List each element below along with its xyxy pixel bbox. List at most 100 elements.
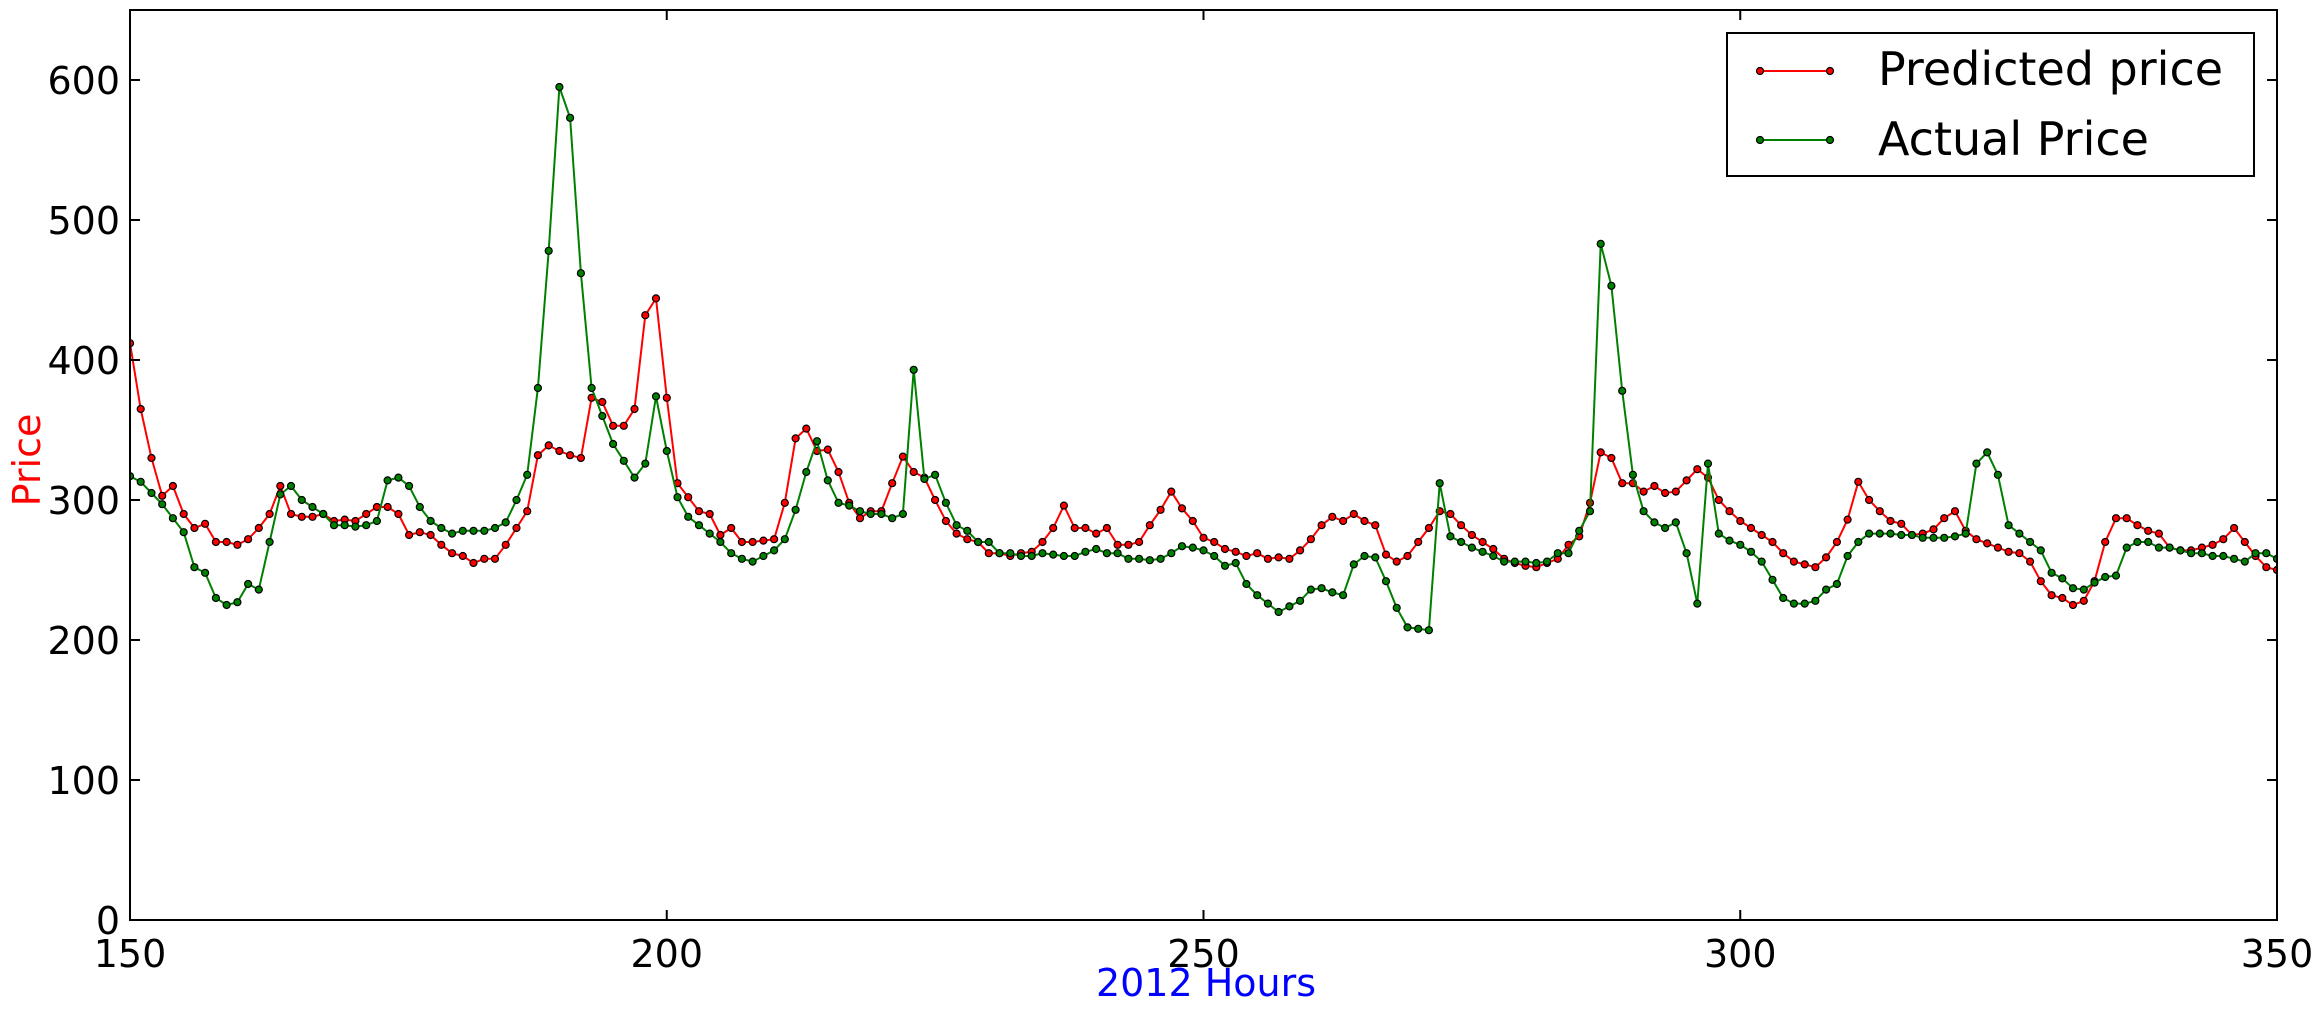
point-actual-price-300 bbox=[1736, 540, 1745, 549]
point-actual-price-320 bbox=[1950, 532, 1960, 541]
point-actual-price-248 bbox=[1177, 542, 1187, 551]
point-actual-price-213 bbox=[802, 467, 811, 477]
point-predicted-price-183 bbox=[480, 554, 489, 563]
point-predicted-price-310 bbox=[1843, 515, 1852, 524]
point-predicted-price-175 bbox=[394, 509, 403, 519]
point-predicted-price-251 bbox=[1210, 537, 1219, 547]
point-actual-price-334 bbox=[2101, 572, 2110, 582]
point-predicted-price-186 bbox=[512, 523, 521, 533]
point-actual-price-302 bbox=[1757, 557, 1766, 566]
point-actual-price-308 bbox=[1821, 585, 1831, 594]
point-actual-price-318 bbox=[1929, 533, 1938, 542]
point-actual-price-193 bbox=[587, 383, 596, 393]
point-predicted-price-354 bbox=[2316, 595, 2322, 602]
point-actual-price-297 bbox=[1703, 459, 1713, 468]
point-predicted-price-199 bbox=[651, 294, 661, 303]
point-predicted-price-236 bbox=[1049, 523, 1058, 533]
point-predicted-price-195 bbox=[608, 421, 618, 430]
point-predicted-price-166 bbox=[297, 512, 306, 521]
legend-marker-actual-end bbox=[1825, 135, 1835, 145]
point-actual-price-170 bbox=[340, 521, 349, 530]
point-actual-price-267 bbox=[1381, 577, 1391, 586]
point-predicted-price-177 bbox=[415, 528, 424, 537]
point-predicted-price-174 bbox=[383, 502, 392, 512]
point-predicted-price-189 bbox=[544, 441, 553, 450]
point-predicted-price-212 bbox=[791, 434, 800, 443]
point-actual-price-249 bbox=[1188, 543, 1197, 552]
point-predicted-price-252 bbox=[1220, 544, 1230, 554]
point-actual-price-294 bbox=[1671, 518, 1680, 527]
point-actual-price-348 bbox=[2251, 549, 2260, 558]
point-actual-price-241 bbox=[1102, 549, 1112, 558]
point-actual-price-258 bbox=[1285, 602, 1294, 611]
point-predicted-price-253 bbox=[1231, 547, 1240, 556]
point-actual-price-328 bbox=[2036, 546, 2045, 555]
point-actual-price-227 bbox=[952, 521, 961, 530]
point-actual-price-337 bbox=[2133, 537, 2142, 547]
point-predicted-price-237 bbox=[1059, 501, 1069, 510]
point-actual-price-174 bbox=[383, 476, 392, 485]
point-predicted-price-306 bbox=[1800, 560, 1809, 569]
point-actual-price-342 bbox=[2187, 549, 2196, 558]
point-predicted-price-261 bbox=[1317, 521, 1326, 530]
point-predicted-price-155 bbox=[179, 509, 188, 519]
point-actual-price-259 bbox=[1295, 596, 1305, 605]
point-predicted-price-225 bbox=[930, 495, 940, 505]
point-predicted-price-295 bbox=[1682, 476, 1691, 485]
point-actual-price-251 bbox=[1210, 551, 1219, 561]
point-predicted-price-258 bbox=[1285, 554, 1294, 563]
point-actual-price-194 bbox=[598, 411, 607, 421]
point-predicted-price-296 bbox=[1693, 465, 1702, 474]
point-predicted-price-298 bbox=[1714, 495, 1723, 505]
point-actual-price-319 bbox=[1940, 533, 1949, 542]
point-actual-price-309 bbox=[1832, 579, 1842, 589]
point-actual-price-352 bbox=[2295, 569, 2302, 576]
point-predicted-price-218 bbox=[855, 514, 865, 523]
point-actual-price-206 bbox=[727, 549, 736, 558]
point-actual-price-273 bbox=[1446, 532, 1455, 541]
point-actual-price-155 bbox=[179, 528, 188, 537]
point-actual-price-264 bbox=[1349, 560, 1358, 569]
point-predicted-price-329 bbox=[2047, 591, 2056, 600]
point-actual-price-314 bbox=[1886, 529, 1895, 538]
point-predicted-price-319 bbox=[1940, 514, 1949, 523]
point-predicted-price-346 bbox=[2230, 523, 2239, 533]
point-actual-price-280 bbox=[1521, 557, 1530, 566]
point-actual-price-321 bbox=[1961, 529, 1970, 538]
point-predicted-price-263 bbox=[1338, 516, 1348, 526]
y-tick-label-300: 300 bbox=[47, 479, 120, 523]
point-predicted-price-331 bbox=[2068, 600, 2078, 610]
point-actual-price-178 bbox=[426, 516, 435, 526]
point-predicted-price-204 bbox=[705, 509, 714, 519]
point-predicted-price-213 bbox=[802, 424, 811, 433]
legend-label-actual: Actual Price bbox=[1878, 112, 2149, 166]
point-predicted-price-327 bbox=[2025, 557, 2035, 566]
point-actual-price-221 bbox=[888, 514, 897, 523]
point-actual-price-326 bbox=[2015, 529, 2024, 538]
point-actual-price-304 bbox=[1779, 593, 1788, 603]
point-actual-price-186 bbox=[512, 495, 521, 505]
point-actual-price-346 bbox=[2230, 554, 2239, 563]
point-predicted-price-291 bbox=[1639, 487, 1648, 496]
point-actual-price-323 bbox=[1983, 448, 1992, 457]
point-actual-price-167 bbox=[308, 502, 317, 512]
point-predicted-price-228 bbox=[963, 535, 972, 544]
legend-marker-predicted-start bbox=[1755, 66, 1765, 76]
point-predicted-price-336 bbox=[2122, 514, 2131, 523]
point-predicted-price-347 bbox=[2240, 537, 2249, 547]
point-predicted-price-305 bbox=[1789, 557, 1799, 566]
point-predicted-price-269 bbox=[1403, 551, 1412, 561]
point-actual-price-237 bbox=[1059, 551, 1069, 561]
point-actual-price-298 bbox=[1714, 529, 1723, 538]
point-predicted-price-250 bbox=[1199, 533, 1208, 542]
point-predicted-price-198 bbox=[641, 311, 650, 320]
point-predicted-price-293 bbox=[1660, 488, 1670, 498]
point-actual-price-269 bbox=[1403, 623, 1412, 632]
point-actual-price-351 bbox=[2284, 561, 2291, 568]
point-actual-price-232 bbox=[1006, 549, 1015, 558]
point-predicted-price-300 bbox=[1736, 516, 1745, 526]
point-actual-price-252 bbox=[1220, 561, 1230, 570]
point-actual-price-262 bbox=[1328, 588, 1337, 597]
point-predicted-price-245 bbox=[1145, 521, 1154, 530]
point-actual-price-278 bbox=[1499, 557, 1509, 566]
